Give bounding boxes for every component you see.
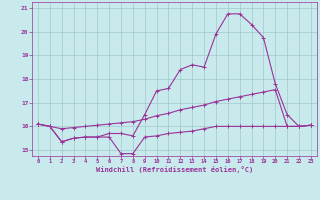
X-axis label: Windchill (Refroidissement éolien,°C): Windchill (Refroidissement éolien,°C)	[96, 166, 253, 173]
